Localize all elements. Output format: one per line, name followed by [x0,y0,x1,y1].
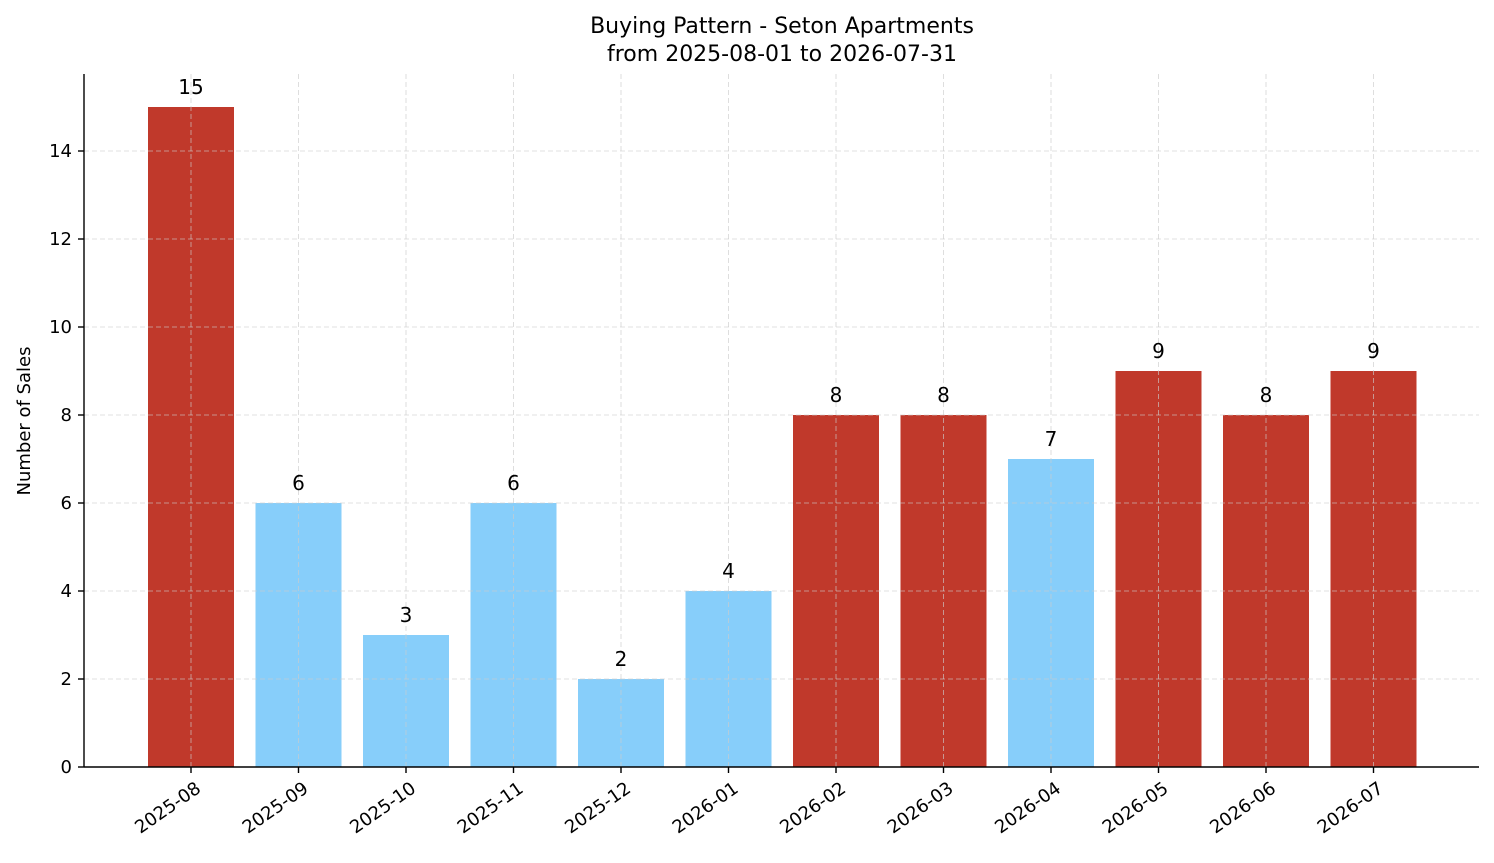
data-label-2026-07: 9 [1367,339,1380,363]
x-tick-label: 2026-03 [884,778,958,838]
x-tick-label: 2025-09 [239,778,313,838]
x-tick-label: 2026-07 [1314,778,1388,838]
data-label-2026-04: 7 [1045,427,1058,451]
data-label-2026-03: 8 [937,383,950,407]
data-label-2026-05: 9 [1152,339,1165,363]
x-tick-label: 2026-02 [776,778,850,838]
data-label-2025-08: 15 [178,75,203,99]
y-axis-label: Number of Sales [14,346,35,495]
x-tick-label: 2025-12 [561,778,635,838]
chart-title: Buying Pattern - Seton Apartments [590,14,974,39]
data-label-2026-01: 4 [722,559,735,583]
data-label-2025-12: 2 [615,647,628,671]
y-tick-label: 12 [49,229,72,250]
data-label-2026-02: 8 [830,383,843,407]
y-tick-label: 4 [61,581,72,602]
y-tick-label: 8 [61,405,72,426]
data-labels: 15 6 3 6 2 4 8 8 7 9 8 9 [178,75,1380,671]
x-tick-label: 2026-04 [991,778,1065,838]
bars [148,107,1417,767]
x-tick-label: 2025-08 [131,778,205,838]
data-label-2025-10: 3 [400,603,413,627]
y-tick-label: 14 [49,141,72,162]
data-label-2026-06: 8 [1260,383,1273,407]
y-tick-label: 2 [61,669,72,690]
x-tick-label: 2025-10 [346,778,420,838]
axes [78,74,1479,773]
y-tick-label: 0 [61,757,72,778]
x-tick-label: 2025-11 [454,778,528,838]
data-label-2025-09: 6 [292,471,305,495]
y-tick-label: 10 [49,317,72,338]
y-tick-label: 6 [61,493,72,514]
x-tick-label: 2026-01 [669,778,743,838]
x-tick-label: 2026-06 [1206,778,1280,838]
data-label-2025-11: 6 [507,471,520,495]
x-tick-label: 2026-05 [1099,778,1173,838]
chart-subtitle: from 2025-08-01 to 2026-07-31 [607,42,957,67]
